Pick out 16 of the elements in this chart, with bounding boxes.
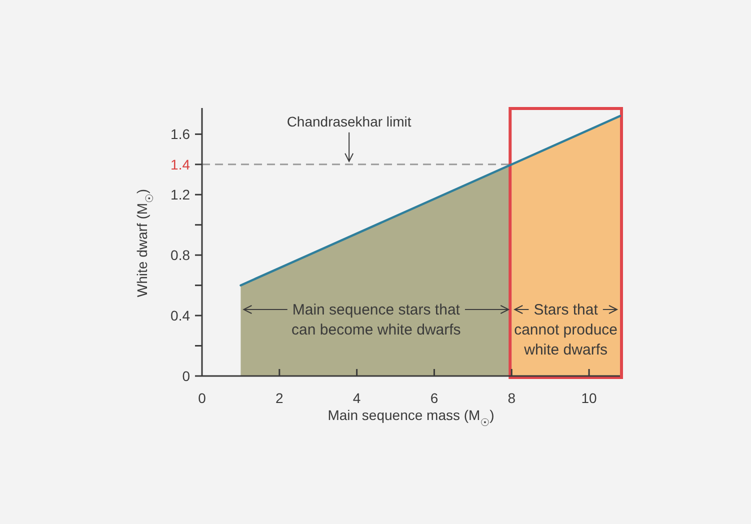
y-tick-label: 0.8 [170, 247, 190, 264]
x-tick-label: 6 [430, 390, 438, 406]
y-tick-label: 1.6 [170, 126, 190, 142]
x-tick-label: 4 [352, 390, 361, 406]
annotation: Main sequence stars that can become white dwarfs [292, 302, 461, 338]
y-tick-label: 0 [182, 368, 190, 384]
x-tick-label: 10 [581, 390, 598, 406]
y-tick-label: 1.2 [170, 186, 190, 203]
x-tick-label: 2 [276, 390, 284, 406]
x-tick-label: 8 [508, 390, 516, 406]
x-tick-label: 0 [198, 390, 206, 406]
annotation: Stars that cannot produce white dwarfs [514, 302, 618, 358]
x-axis-title: Main sequence mass (M$_{☉}$) [328, 407, 494, 429]
annotation: Chandrasekhar limit [286, 113, 412, 130]
y-tick-label: 1.4 [170, 156, 190, 172]
y-tick-label: 0.4 [170, 308, 190, 324]
